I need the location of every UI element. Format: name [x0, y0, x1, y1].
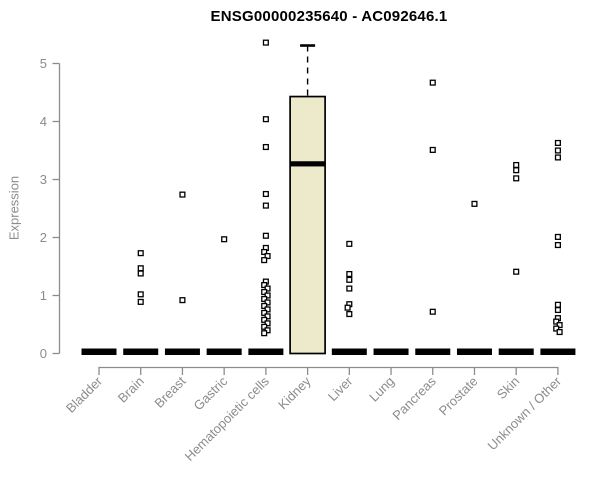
- outlier-point: [346, 285, 353, 292]
- x-tick-label: Pancreas: [389, 373, 439, 423]
- x-tick-label: Unknown / Other: [484, 373, 564, 453]
- x-tick-label: Lung: [366, 374, 397, 405]
- outlier-point: [261, 282, 268, 289]
- outlier-point: [429, 308, 436, 315]
- outlier-point: [261, 248, 268, 256]
- outlier-point: [137, 250, 144, 257]
- x-tick-label: Prostate: [436, 374, 481, 419]
- outlier-point: [264, 306, 271, 313]
- outlier-point: [262, 39, 269, 46]
- outlier-point: [346, 311, 353, 318]
- outlier-point: [471, 200, 478, 207]
- x-tick-label: Liver: [325, 373, 356, 404]
- outlier-point: [554, 154, 561, 161]
- outlier-point: [264, 320, 271, 327]
- zero-bar: [81, 348, 117, 355]
- zero-bar: [164, 348, 200, 355]
- outlier-point: [264, 313, 271, 320]
- outlier-point: [137, 291, 144, 298]
- zero-bar: [206, 348, 242, 355]
- x-tick-label: Kidney: [275, 373, 314, 412]
- y-tick-label: 4: [40, 114, 47, 129]
- zero-bar: [540, 348, 576, 355]
- outlier-point: [261, 323, 268, 330]
- outlier-point: [262, 116, 269, 123]
- y-tick-label: 3: [40, 172, 47, 187]
- outlier-point: [429, 79, 436, 86]
- zero-bar: [331, 348, 367, 355]
- outlier-point: [261, 316, 268, 323]
- y-tick-label: 5: [40, 56, 47, 71]
- outlier-point: [221, 236, 228, 243]
- outlier-point: [262, 190, 269, 198]
- outlier-point: [513, 167, 520, 174]
- y-tick-label: 0: [40, 346, 47, 361]
- outlier-point: [137, 270, 144, 277]
- outlier-point: [556, 322, 563, 329]
- outlier-point: [262, 143, 269, 151]
- outlier-point: [261, 257, 268, 264]
- outlier-point: [346, 240, 353, 247]
- outlier-point: [264, 292, 271, 299]
- outlier-point: [554, 301, 561, 308]
- y-tick-label: 2: [40, 230, 47, 245]
- outlier-point: [264, 299, 271, 306]
- outlier-point: [179, 297, 186, 304]
- x-tick-label: Bladder: [63, 373, 106, 416]
- outlier-point: [554, 233, 561, 240]
- outlier-point: [264, 253, 271, 260]
- outlier-point: [262, 232, 269, 239]
- outlier-point: [554, 241, 561, 249]
- x-tick-label: Gastric: [191, 373, 231, 413]
- outlier-point: [261, 309, 268, 316]
- median-line: [290, 161, 326, 167]
- box: [289, 95, 326, 355]
- outlier-point: [261, 288, 268, 296]
- outlier-point: [344, 304, 351, 311]
- y-tick-label: 1: [40, 288, 47, 303]
- outlier-point: [513, 161, 520, 169]
- x-tick-label: Breast: [151, 373, 188, 410]
- outlier-point: [554, 147, 561, 154]
- outlier-point: [513, 175, 520, 182]
- outlier-point: [553, 318, 560, 325]
- outlier-point: [264, 285, 271, 292]
- outlier-point: [553, 325, 560, 332]
- chart-title: ENSG00000235640 - AC092646.1: [210, 8, 448, 25]
- outlier-point: [554, 306, 561, 314]
- outlier-point: [179, 191, 186, 198]
- outlier-point: [261, 295, 268, 303]
- outlier-point: [137, 265, 144, 272]
- outlier-point: [554, 139, 561, 147]
- outlier-point: [261, 302, 268, 309]
- x-tick-label: Skin: [494, 374, 522, 402]
- x-tick-label: Brain: [115, 374, 147, 406]
- outlier-point: [346, 276, 353, 283]
- outlier-point: [137, 298, 144, 305]
- zero-bar: [248, 348, 284, 355]
- outlier-point: [429, 146, 436, 153]
- outlier-point: [261, 330, 268, 337]
- zero-bar: [498, 348, 534, 355]
- outlier-point: [513, 268, 520, 275]
- zero-bar: [415, 348, 451, 355]
- zero-bar: [373, 348, 409, 355]
- outlier-point: [346, 270, 353, 278]
- outlier-point: [556, 328, 563, 336]
- zero-bar: [456, 348, 492, 355]
- outlier-point: [262, 202, 269, 209]
- zero-bar: [123, 348, 159, 355]
